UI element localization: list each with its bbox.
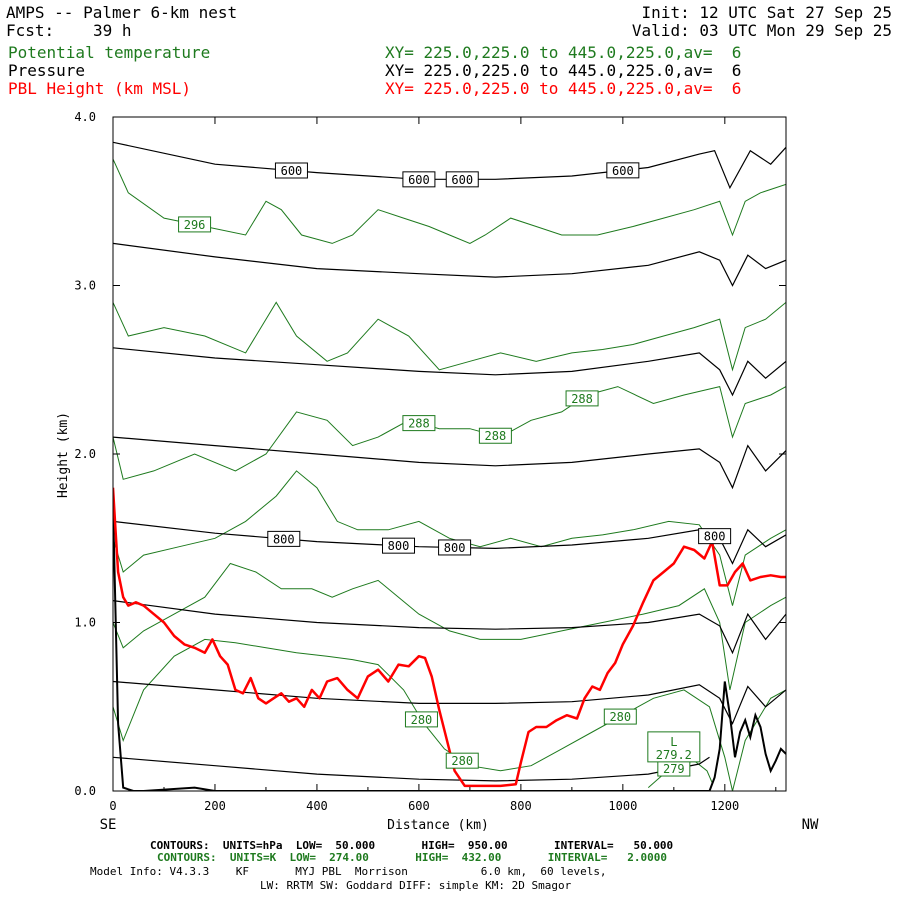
- x-axis-label: Distance (km): [387, 818, 489, 833]
- terrain: [113, 504, 786, 791]
- x-tick-label: 1200: [710, 799, 739, 813]
- legend-pbl-xy: XY= 225.0,225.0 to 445.0,225.0,av= 6: [385, 79, 742, 98]
- x-tick-label: 0: [109, 799, 116, 813]
- pressure-label-800-text: 800: [388, 539, 410, 553]
- theta-label-288-box: [478, 427, 512, 444]
- pressure-contours: [113, 141, 786, 782]
- footer-physics: LW: RRTM SW: Goddard DIFF: simple KM: 2D…: [260, 879, 572, 892]
- legend-pbl-name: PBL Height (km MSL): [8, 79, 192, 98]
- footer-model-info: Model Info: V4.3.3 KF MYJ PBL Morrison 6…: [90, 865, 607, 878]
- pressure-label-600-text: 600: [612, 164, 634, 178]
- theta-contour-282: [113, 562, 786, 691]
- theta-label-280-text: 280: [609, 710, 631, 724]
- theta-contour-296: [113, 158, 786, 244]
- init-time: Init: 12 UTC Sat 27 Sep 25: [641, 3, 892, 22]
- x-tick-label: 1000: [608, 799, 637, 813]
- y-tick-label: 0.0: [74, 784, 96, 798]
- legend-theta-name: Potential temperature: [8, 43, 211, 62]
- forecast-value: 39 h: [93, 21, 132, 40]
- pressure-label-800-text: 800: [704, 530, 726, 544]
- y-tick-label: 3.0: [74, 279, 96, 293]
- x-right-end-label: NW: [802, 817, 819, 833]
- chart-title: AMPS -- Palmer 6-km nest: [6, 3, 238, 22]
- pressure-contour-700: [113, 347, 786, 397]
- pressure-contour-650: [113, 242, 786, 287]
- theta-label-288-box: [565, 390, 599, 407]
- axes: 0 200 400 600 800 1000 1200 0.0 1.0 2.0 3.0 4.0: [74, 110, 786, 813]
- theta-label-280-text: 280: [451, 754, 473, 768]
- low-marker-value: 279.2: [656, 748, 692, 762]
- theta-label-280-box: [404, 711, 438, 728]
- theta-label-288-box: [402, 415, 436, 432]
- pressure-label-600-box: [402, 171, 436, 188]
- theta-label-296-text: 296: [184, 218, 206, 232]
- legend-pressure-xy: XY= 225.0,225.0 to 445.0,225.0,av= 6: [385, 61, 742, 80]
- low-marker-box: [647, 731, 701, 763]
- theta-label-279-text: 279: [663, 762, 685, 776]
- theta-contour-288: [113, 386, 786, 480]
- pbl-height-line: [113, 487, 786, 788]
- x-left-end-label: SE: [100, 817, 117, 833]
- x-tick-label: 600: [408, 799, 430, 813]
- pressure-contour-600: [113, 141, 786, 190]
- theta-label-280-box: [603, 708, 637, 725]
- x-tick-label: 800: [510, 799, 532, 813]
- pressure-contour-850: [113, 600, 786, 655]
- pressure-contour-800: [113, 520, 786, 565]
- theta-label-288-text: 288: [485, 429, 507, 443]
- y-tick-label: 2.0: [74, 447, 96, 461]
- pressure-label-600-text: 600: [408, 173, 430, 187]
- pressure-label-600-text: 600: [451, 173, 473, 187]
- pressure-label-800-text: 800: [444, 541, 466, 555]
- pressure-label-600-text: 600: [281, 164, 303, 178]
- pressure-label-600-box: [445, 171, 479, 188]
- theta-contour-292: [113, 301, 786, 372]
- legend-pressure-name: Pressure: [8, 61, 86, 80]
- pressure-contour-750: [113, 436, 786, 490]
- y-axis-label: Height (km): [56, 412, 71, 498]
- pressure-label-800-box: [267, 530, 301, 547]
- y-tick-label: 4.0: [74, 110, 96, 124]
- terrain-line: [113, 504, 786, 791]
- theta-label-296-box: [178, 216, 212, 233]
- footer-theta-contours: CONTOURS: UNITS=K LOW= 274.00 HIGH= 432.…: [157, 851, 667, 864]
- pressure-contour-900: [113, 680, 786, 726]
- x-tick-label: 400: [306, 799, 328, 813]
- pressure-label-800-text: 800: [273, 532, 295, 546]
- y-tick-label: 1.0: [74, 616, 96, 630]
- legend-theta-xy: XY= 225.0,225.0 to 445.0,225.0,av= 6: [385, 43, 742, 62]
- theta-label-280-box: [445, 752, 479, 769]
- pressure-label-600-box: [606, 162, 640, 179]
- contour-labels: 296 288 288 288 280 280 280 279 600 600 600 600 800 8…: [178, 162, 732, 777]
- theta-contours: [113, 158, 786, 791]
- theta-label-288-text: 288: [408, 417, 430, 431]
- pressure-label-800-box: [438, 539, 472, 556]
- pressure-label-800-box: [382, 537, 416, 554]
- pbl-height: [113, 487, 786, 788]
- theta-label-280-text: 280: [411, 713, 433, 727]
- theta-label-288-text: 288: [571, 392, 593, 406]
- pressure-label-800-box: [698, 528, 732, 545]
- valid-time: Valid: 03 UTC Mon 29 Sep 25: [631, 21, 892, 40]
- pressure-contour-950: [113, 756, 710, 782]
- low-marker-letter: L: [670, 735, 677, 749]
- forecast-label: Fcst:: [6, 21, 55, 40]
- x-tick-label: 200: [204, 799, 226, 813]
- pressure-label-600-box: [274, 162, 308, 179]
- footer-pressure-contours: CONTOURS: UNITS=hPa LOW= 50.000 HIGH= 95…: [150, 839, 674, 852]
